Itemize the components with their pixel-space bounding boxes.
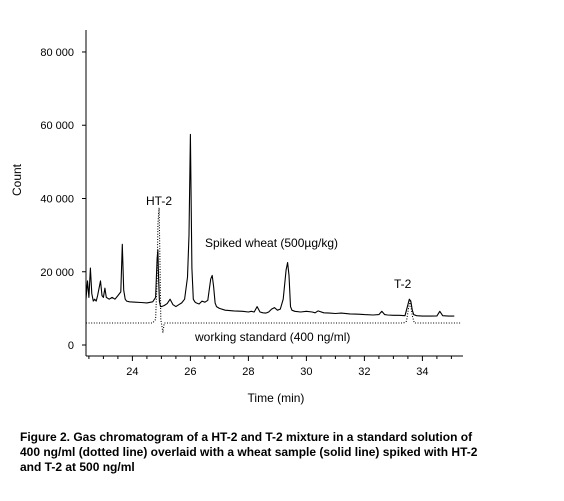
x-tick-label: 24 [126,366,138,378]
x-tick-label: 28 [242,366,254,378]
solid-series-line [85,133,455,317]
caption-line-1: Figure 2. Gas chromatogram of a HT-2 and… [20,430,473,444]
series-group [85,133,461,333]
annotation-working-standard: working standard (400 ng/ml) [194,330,350,344]
caption-line-2: 400 ng/ml (dotted line) overlaid with a … [20,445,478,459]
annotation-spiked-wheat: Spiked wheat (500µg/kg) [205,236,338,250]
axes [85,30,463,357]
y-tick-label: 0 [68,340,74,352]
x-ticks: 24 26 28 30 32 34 [88,356,452,378]
x-tick-label: 30 [300,366,312,378]
x-axis-title: Time (min) [248,391,305,405]
chromatogram-chart: 0 20 000 40 000 60 000 80 000 24 26 28 30 32 34 C… [10,30,463,405]
y-tick-label: 60 000 [40,120,74,132]
figure-caption: Figure 2. Gas chromatogram of a HT-2 and… [20,430,550,475]
y-axis-title: Count [10,163,24,196]
x-tick-label: 26 [184,366,196,378]
caption-line-3: and T-2 at 500 ng/ml [20,460,135,474]
annotation-t2: T-2 [394,277,412,291]
y-ticks: 0 20 000 40 000 60 000 80 000 [40,47,86,352]
x-tick-label: 32 [358,366,370,378]
dotted-series-line [86,207,461,333]
annotation-ht2: HT-2 [146,194,172,208]
x-tick-label: 34 [416,366,428,378]
y-tick-label: 20 000 [40,267,74,279]
y-tick-label: 40 000 [40,193,74,205]
y-tick-label: 80 000 [40,47,74,59]
